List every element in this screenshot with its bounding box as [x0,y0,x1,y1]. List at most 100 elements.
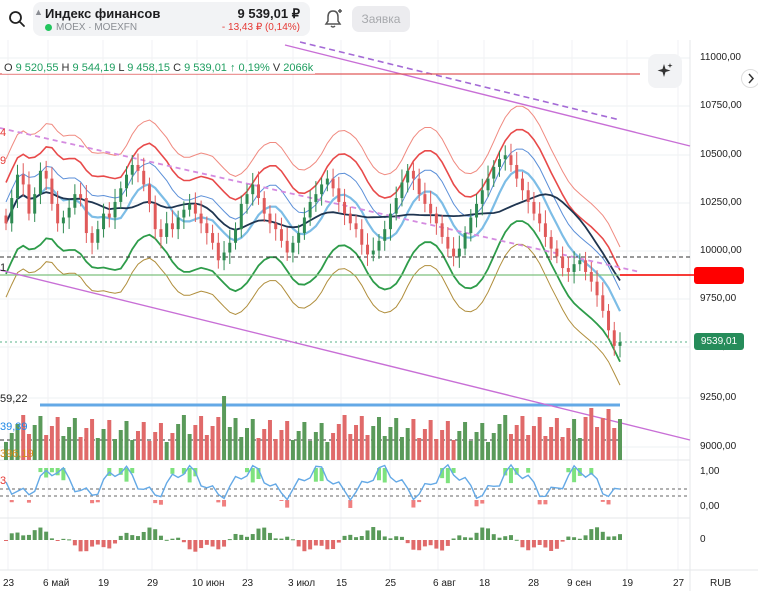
instrument-selector[interactable]: ▲ Индекс финансов MOEX · MOEXFN 9 539,01… [33,2,310,36]
histogram-bar [141,531,146,540]
histogram-bar [124,532,129,540]
volume-bar [193,425,198,460]
osc-fill-down [348,500,353,508]
volume-bar [153,432,158,460]
candle-body [285,240,289,253]
candle-body [291,242,295,253]
histogram-bar [428,540,433,546]
candle-body [302,217,306,234]
histogram-bar [193,540,198,552]
price-axis-label: 10250,00 [700,197,742,208]
volume-bar [566,428,571,460]
candle-body [446,236,450,249]
volume-bar [520,416,525,460]
volume-bar [463,422,468,460]
time-axis-label: 28 [528,578,540,589]
candle-body [38,170,42,195]
histogram-bar [600,531,605,540]
candle-body [245,194,249,204]
ohlc-o-label: O [4,62,13,74]
left-value-b: 39,39 [0,421,28,433]
candle-body [595,281,599,296]
candle-body [279,229,283,241]
ai-assistant-button[interactable] [648,54,682,88]
histogram-bar [549,540,554,551]
candle-body [497,159,501,167]
histogram-bar [130,535,135,540]
candle-body [457,248,461,257]
search-icon[interactable] [8,10,26,28]
left-value-d: 4 [0,127,7,139]
volume-bar [554,418,559,460]
currency-label: RUB [710,578,732,589]
histogram-bar [302,540,307,552]
volume-bar [365,435,370,460]
separator-dot: · [88,22,95,33]
candle-body [234,229,238,243]
osc-fill-up [514,468,519,475]
histogram-bar [336,540,341,543]
candle-body [503,155,507,160]
candle-body [325,178,329,185]
candle-body [4,215,8,224]
osc-fill-up [566,468,571,473]
volume-bar [302,422,307,460]
histogram-bar [371,527,376,540]
histogram-bar [376,530,381,540]
histogram-bar [583,535,588,540]
alert-level-tag[interactable] [694,267,744,284]
osc-fill-down [411,500,416,508]
histogram-bar [55,540,60,541]
histogram-bar [503,536,508,540]
candle-body [572,264,576,272]
candle-body [377,240,381,251]
candle-body [130,164,134,175]
alert-bell-icon[interactable] [320,6,346,32]
candle-body [555,248,559,257]
price-chart[interactable] [0,40,758,591]
time-axis-label: 25 [385,578,397,589]
time-axis-label: 6 авг [433,578,456,589]
volume-bar [618,419,622,460]
candle-body [549,236,553,249]
volume-bar [141,422,146,460]
histogram-bar [342,535,347,540]
time-axis-label: 19 [622,578,634,589]
volume-bar [273,439,278,460]
volume-bar [164,442,169,460]
left-value-g: 3 [0,475,7,487]
volume-bar [233,418,238,460]
histogram-bar [463,537,468,540]
osc-fill-up [589,468,594,475]
trend-line-dashed [0,127,641,273]
histogram-bar [440,540,445,551]
volume-bar [417,438,422,460]
volume-bar [262,429,267,460]
volume-bar [199,416,204,460]
candle-body [262,198,266,214]
volume-bar [394,418,399,460]
volume-bar [204,435,209,460]
histogram-bar [256,528,261,540]
osc-fill-down [417,500,422,503]
candle-body [492,166,496,179]
candle-body [314,194,318,202]
chevron-right-icon[interactable] [741,69,758,88]
candle-body [417,178,421,195]
volume-bar [187,434,192,460]
histogram-bar [560,540,565,542]
order-button[interactable]: Заявка [352,6,410,32]
histogram-bar [508,535,513,540]
histogram-bar [457,535,462,540]
volume-bar [210,426,215,460]
volume-bar [296,431,301,460]
candle-body [566,268,570,272]
osc-fill-down [474,500,479,507]
volume-bar [147,441,152,460]
histogram-bar [95,540,100,545]
volume-bar [440,430,445,460]
histogram-bar [612,536,617,540]
osc-fill-down [543,500,548,505]
volume-bar [95,438,100,460]
candle-body [561,256,565,269]
